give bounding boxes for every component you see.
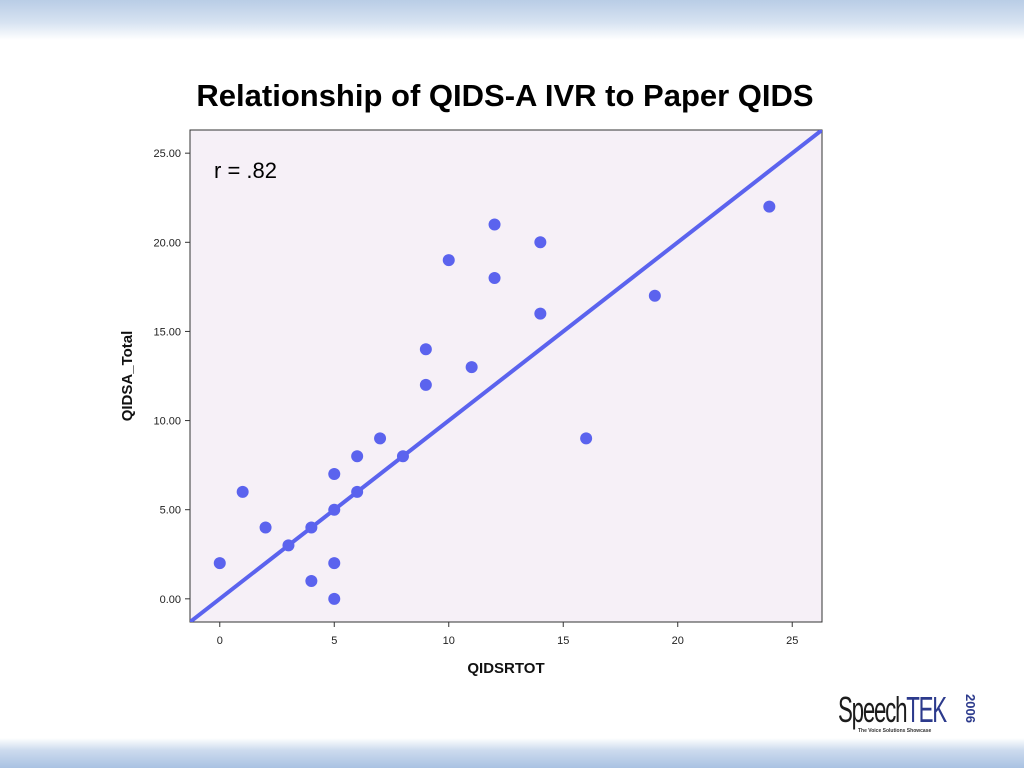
- data-point: [259, 521, 272, 534]
- data-point: [374, 432, 387, 445]
- x-tick-label: 5: [331, 635, 337, 647]
- data-point: [419, 378, 432, 391]
- y-tick-label: 20.00: [153, 237, 181, 249]
- data-point: [328, 468, 341, 481]
- y-tick-label: 5.00: [160, 505, 181, 517]
- x-tick-label: 0: [217, 635, 223, 647]
- data-point: [213, 557, 226, 570]
- data-point: [648, 289, 661, 302]
- speechtek-logo: SpeechTEK 2006 The Voice Solutions Showc…: [838, 690, 986, 738]
- data-point: [419, 343, 432, 356]
- data-point: [396, 450, 409, 463]
- y-tick-label: 15.00: [153, 326, 181, 338]
- top-gradient-band: [0, 0, 1024, 40]
- data-point: [465, 361, 478, 374]
- data-point: [328, 503, 341, 516]
- data-point: [328, 557, 341, 570]
- x-tick-label: 10: [443, 635, 455, 647]
- data-point: [305, 575, 318, 587]
- data-point: [351, 485, 364, 498]
- data-point: [763, 200, 776, 213]
- logo-tek: TEK: [906, 689, 947, 730]
- y-tick-label: 0.00: [160, 594, 181, 606]
- data-point: [488, 218, 501, 231]
- data-point: [351, 450, 364, 463]
- y-tick-label: 10.00: [153, 416, 181, 428]
- x-tick-label: 25: [786, 635, 798, 647]
- logo-year: 2006: [963, 694, 978, 723]
- correlation-annotation: r = .82: [214, 158, 277, 183]
- bottom-gradient-band: [0, 738, 1024, 768]
- y-axis-title: QIDSA_Total: [119, 331, 136, 422]
- data-point: [305, 521, 318, 534]
- x-tick-label: 20: [672, 635, 684, 647]
- data-point: [488, 271, 501, 284]
- logo-wordmark: SpeechTEK: [838, 689, 947, 730]
- slide-title: Relationship of QIDS-A IVR to Paper QIDS: [196, 78, 814, 113]
- data-point: [282, 539, 295, 552]
- data-point: [236, 485, 249, 498]
- data-point: [534, 307, 547, 320]
- data-point: [328, 592, 341, 605]
- logo-tagline: The Voice Solutions Showcase: [858, 728, 932, 734]
- fit-line: [190, 130, 822, 622]
- y-tick-label: 25.00: [153, 148, 181, 160]
- x-tick-label: 15: [557, 635, 569, 647]
- data-point: [580, 432, 593, 445]
- data-point: [534, 236, 547, 249]
- logo-speech: Speech: [838, 689, 908, 730]
- x-axis-title: QIDSRTOT: [467, 660, 544, 677]
- data-point: [442, 254, 455, 267]
